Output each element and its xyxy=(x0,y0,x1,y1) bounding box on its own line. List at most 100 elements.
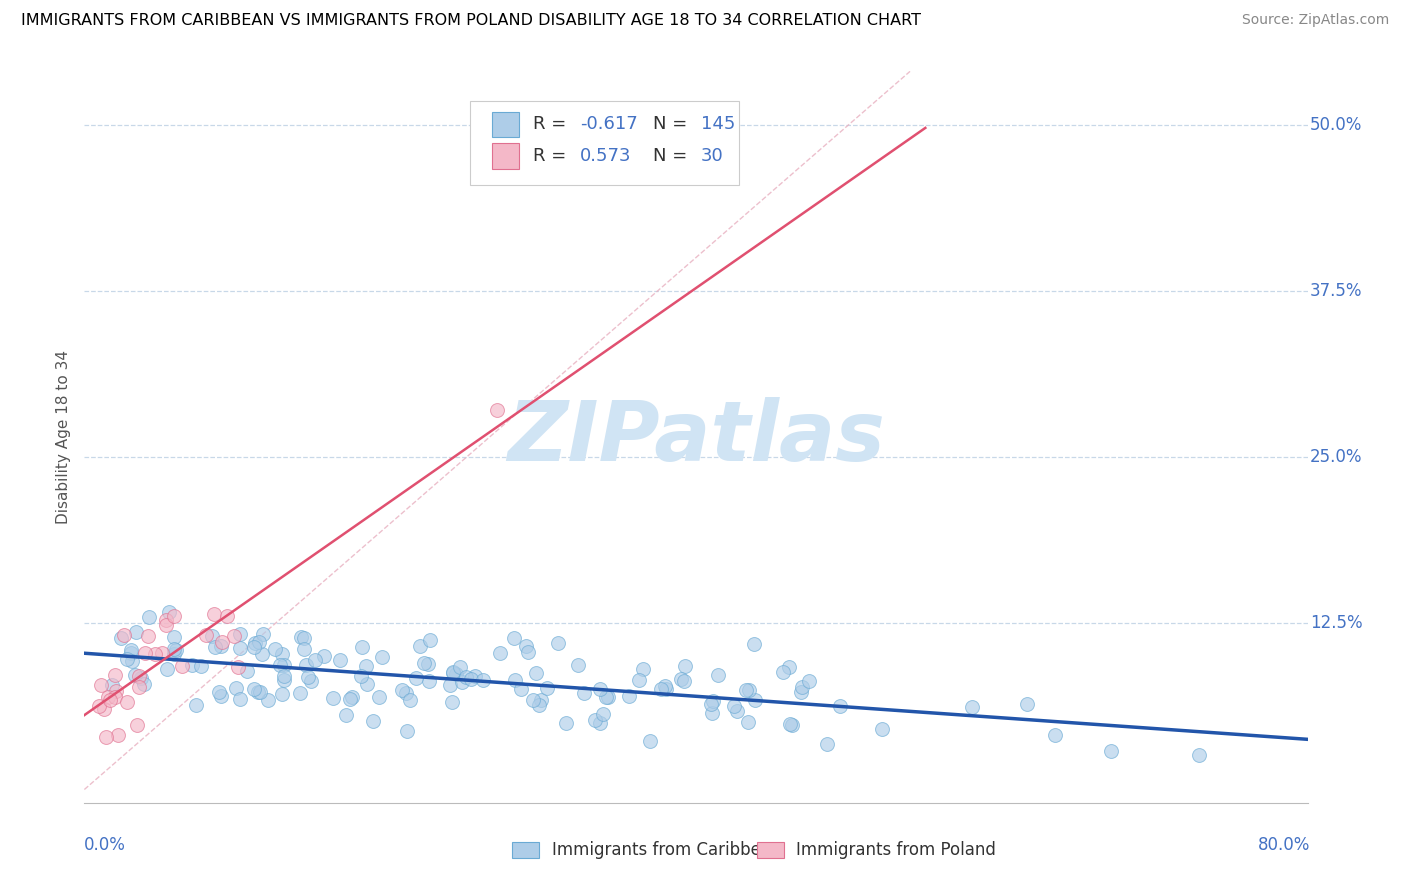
Point xyxy=(464,669,486,683)
Text: 37.5%: 37.5% xyxy=(1310,282,1362,300)
Point xyxy=(596,690,619,704)
Point xyxy=(702,694,724,708)
Point xyxy=(228,660,250,674)
Point xyxy=(257,693,280,707)
Point xyxy=(352,640,374,654)
Point xyxy=(101,678,124,692)
Point xyxy=(209,689,232,703)
Point xyxy=(90,678,112,692)
Point xyxy=(155,613,177,627)
Point xyxy=(134,646,156,660)
Point xyxy=(441,666,464,681)
Point xyxy=(399,693,422,707)
Point xyxy=(165,642,187,657)
Point xyxy=(125,625,148,640)
Point xyxy=(595,690,617,704)
Point xyxy=(292,631,315,645)
Text: -0.617: -0.617 xyxy=(579,115,637,134)
Point xyxy=(163,608,186,623)
Point xyxy=(290,630,312,644)
Point xyxy=(489,646,512,660)
Bar xyxy=(758,841,785,858)
Point xyxy=(295,657,318,672)
Point xyxy=(273,668,295,682)
Text: Immigrants from Poland: Immigrants from Poland xyxy=(796,840,995,859)
Point xyxy=(104,690,127,705)
Point xyxy=(744,693,766,707)
Point xyxy=(790,685,813,699)
Bar xyxy=(492,112,519,137)
Point xyxy=(742,637,765,651)
Point xyxy=(572,686,595,700)
Point xyxy=(120,643,142,657)
Point xyxy=(136,629,159,643)
Text: 0.573: 0.573 xyxy=(579,147,631,165)
Text: 50.0%: 50.0% xyxy=(1310,116,1362,134)
Point xyxy=(650,681,672,696)
Point xyxy=(409,639,432,653)
Point xyxy=(737,715,759,730)
Point xyxy=(249,634,271,648)
Point xyxy=(395,685,418,699)
Point xyxy=(297,670,319,684)
Point xyxy=(673,673,696,688)
Point xyxy=(157,605,180,619)
Point xyxy=(456,670,478,684)
Point xyxy=(460,673,482,687)
Point xyxy=(120,647,142,661)
Point xyxy=(450,674,472,689)
Point xyxy=(172,658,194,673)
Point xyxy=(418,674,440,689)
Point xyxy=(127,717,149,731)
Point xyxy=(554,715,576,730)
Point xyxy=(112,628,135,642)
Point xyxy=(163,630,186,644)
Point xyxy=(229,641,252,656)
Point xyxy=(725,704,748,718)
Point xyxy=(1188,747,1211,762)
Point xyxy=(631,661,654,675)
Point xyxy=(592,706,614,721)
Point xyxy=(1099,743,1122,757)
Point xyxy=(567,657,589,672)
Point xyxy=(229,692,252,706)
Point xyxy=(529,692,551,706)
Point xyxy=(700,706,723,721)
Bar xyxy=(470,101,738,185)
Point xyxy=(304,653,326,667)
Point xyxy=(299,673,322,688)
Point xyxy=(195,628,218,642)
Point xyxy=(138,610,160,624)
Point xyxy=(202,607,225,621)
Point xyxy=(441,665,464,680)
Point xyxy=(510,682,533,697)
Text: 0.0%: 0.0% xyxy=(84,836,127,854)
Point xyxy=(527,698,550,712)
Point xyxy=(356,677,378,691)
Point xyxy=(522,693,544,707)
Point xyxy=(271,687,294,701)
Point xyxy=(446,667,468,681)
Point xyxy=(1043,728,1066,742)
Text: R =: R = xyxy=(533,147,572,165)
Point xyxy=(449,660,471,674)
Point xyxy=(273,673,295,687)
Point xyxy=(371,649,394,664)
Point xyxy=(110,631,132,645)
Point xyxy=(654,682,676,697)
Point xyxy=(224,629,246,643)
Point xyxy=(322,690,344,705)
Point xyxy=(412,656,434,670)
Point xyxy=(515,640,537,654)
Point xyxy=(211,635,233,649)
Point xyxy=(1015,697,1038,711)
Point xyxy=(395,723,418,738)
Point xyxy=(772,665,794,680)
Text: IMMIGRANTS FROM CARIBBEAN VS IMMIGRANTS FROM POLAND DISABILITY AGE 18 TO 34 CORR: IMMIGRANTS FROM CARIBBEAN VS IMMIGRANTS … xyxy=(21,13,921,29)
Point xyxy=(156,661,179,675)
Text: Source: ZipAtlas.com: Source: ZipAtlas.com xyxy=(1241,13,1389,28)
Point xyxy=(115,695,138,709)
Point xyxy=(361,714,384,728)
Point xyxy=(627,673,650,688)
Point xyxy=(517,645,540,659)
